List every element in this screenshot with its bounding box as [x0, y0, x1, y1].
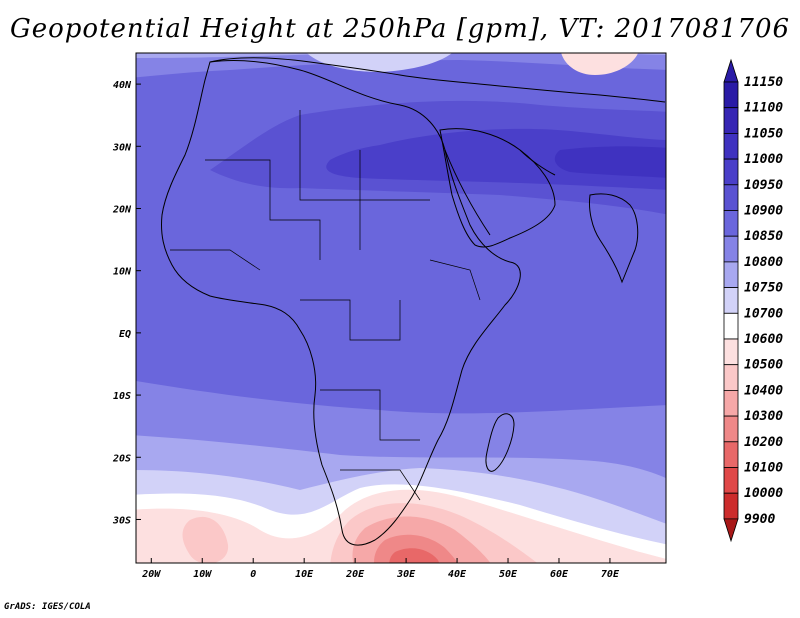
colorbar-label: 10300: [744, 409, 783, 424]
red-sea-coast: [444, 149, 491, 236]
colorbar-top-arrow: [723, 58, 739, 83]
colorbar-swatch: [723, 235, 739, 263]
border-sahara-2: [299, 110, 361, 250]
y-tick-label: 40N: [113, 80, 132, 91]
colorbar-label: 10900: [744, 204, 783, 219]
y-tick-label: 10N: [113, 267, 132, 278]
colorbar-label: 10500: [744, 358, 783, 373]
y-axis-ticks: 40N 30N 20N 10N EQ 10S 20S 30S: [112, 80, 141, 526]
x-tick-label: 20E: [345, 569, 365, 580]
y-tick-label: EQ: [119, 329, 131, 340]
colorbar-label: 10600: [744, 332, 783, 347]
colorbar-label: 10000: [744, 486, 783, 501]
field-band-10750-north: [306, 53, 453, 72]
colorbar-bottom-arrow: [723, 518, 739, 543]
y-tick-label: 10S: [113, 391, 131, 402]
colorbar-swatch: [723, 158, 739, 186]
x-tick-label: 10E: [295, 569, 314, 580]
colorbar-label: 9900: [744, 512, 775, 527]
colorbar-label: 10100: [744, 461, 783, 476]
plot-frame: [135, 52, 667, 564]
colorbar-swatch: [723, 132, 739, 160]
colorbar-swatch: [723, 364, 739, 391]
coastlines: [161, 57, 666, 546]
y-tick-label: 20S: [112, 453, 131, 464]
colorbar-swatch: [723, 467, 739, 494]
border-central-1: [300, 299, 401, 341]
map-title: Geopotential Height at 250hPa [gpm], VT:…: [9, 14, 791, 44]
colorbar-label: 10800: [744, 255, 783, 270]
arabia-coastline: [439, 128, 556, 248]
border-sahara-1: [205, 159, 321, 260]
colorbar-label: 11150: [744, 75, 783, 90]
field-band-10800-north: [136, 53, 666, 58]
colorbar-swatch: [723, 261, 739, 288]
x-tick-label: 0: [250, 569, 256, 580]
x-axis-ticks: 20W 10W 0 10E 20E 30E 40E 50E 60E 70E: [141, 558, 620, 580]
border-west-africa: [170, 249, 261, 271]
colorbar-swatch: [723, 184, 739, 211]
colorbar: 11150 11100 11050 11000 10950 10900 10850 10800…: [723, 58, 783, 543]
field-band-11050-north: [554, 146, 666, 178]
europe-asia-coastline: [209, 57, 666, 103]
persian-gulf-coast: [519, 149, 556, 176]
india-coastline: [589, 193, 639, 284]
y-tick-label: 20N: [112, 204, 132, 215]
field-band-10600-north: [561, 53, 638, 75]
colorbar-label: 11100: [744, 101, 783, 116]
colorbar-swatch: [723, 312, 739, 340]
border-egypt-sudan: [359, 150, 430, 201]
country-borders: [170, 110, 481, 501]
colorbar-swatch: [723, 492, 739, 520]
colorbar-swatch: [723, 210, 739, 237]
colorbar-swatch: [723, 441, 739, 468]
colorbar-label: 10750: [744, 281, 783, 296]
border-horn: [429, 259, 481, 301]
colorbar-swatch: [723, 389, 739, 417]
x-tick-label: 10W: [193, 569, 212, 580]
colorbar-label: 10700: [744, 306, 783, 321]
colorbar-label: 10850: [744, 229, 783, 244]
field-band-11000-north: [326, 128, 666, 190]
border-south-africa: [340, 469, 421, 501]
x-tick-label: 60E: [550, 569, 569, 580]
x-tick-label: 70E: [601, 569, 620, 580]
y-tick-label: 30N: [112, 142, 132, 153]
colorbar-swatch: [723, 338, 739, 366]
colorbar-label: 10200: [744, 435, 783, 450]
x-tick-label: 30E: [396, 569, 416, 580]
colorbar-label: 11000: [744, 152, 783, 167]
field-band-10200-south: [389, 548, 440, 563]
y-tick-label: 30S: [112, 515, 131, 526]
geopotential-field: [136, 53, 666, 563]
colorbar-label: 10950: [744, 178, 783, 193]
colorbar-swatch: [723, 287, 739, 314]
colorbar-label: 11050: [744, 126, 783, 141]
colorbar-swatch: [723, 415, 739, 443]
border-southern-1: [320, 389, 420, 441]
colorbar-label: 10400: [744, 383, 783, 398]
colorbar-swatch: [723, 107, 739, 134]
colorbar-swatch: [723, 81, 739, 109]
x-tick-label: 40E: [448, 569, 467, 580]
x-tick-label: 20W: [141, 569, 161, 580]
x-tick-label: 50E: [499, 569, 518, 580]
field-band-10850-north: [136, 53, 666, 78]
madagascar-coastline: [485, 413, 515, 472]
credit-text: GrADS: IGES/COLA: [4, 602, 91, 612]
